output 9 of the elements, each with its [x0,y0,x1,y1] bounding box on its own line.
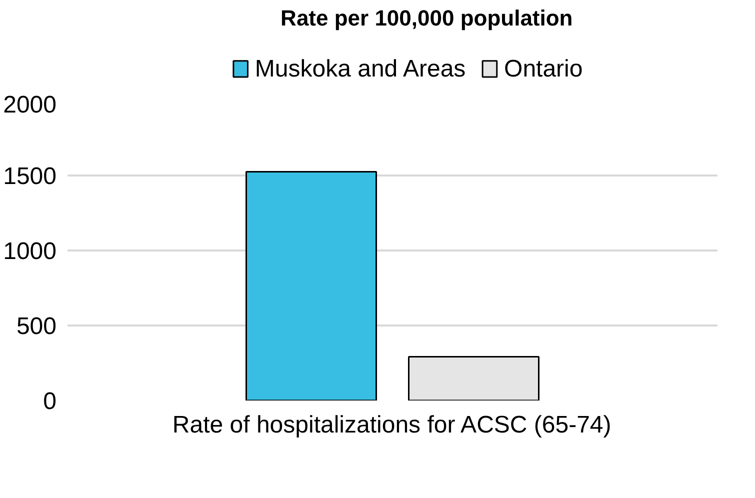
y-tick-label: 500 [16,313,57,340]
legend-label: Ontario [504,55,583,82]
x-tick-label: Rate of hospitalizations for ACSC (65-74) [172,412,612,438]
y-tick-label: 0 [43,388,57,415]
y-tick-label: 1000 [3,238,56,265]
chart-title: Rate per 100,000 population [280,5,573,30]
y-tick-label: 1500 [3,163,56,190]
legend-label: Muskoka and Areas [254,55,466,82]
y-tick-label: 2000 [3,92,56,118]
